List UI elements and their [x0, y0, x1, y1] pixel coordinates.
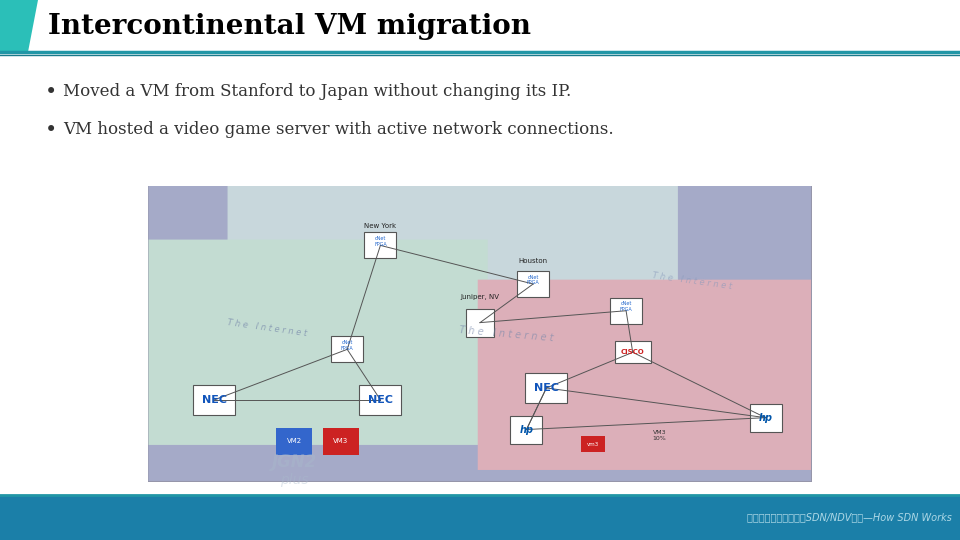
Text: T h e   I n t e r n e t: T h e I n t e r n e t	[459, 326, 554, 343]
Text: vm3: vm3	[587, 442, 599, 447]
Bar	[614, 341, 651, 363]
Bar	[466, 309, 494, 336]
Bar	[517, 271, 549, 297]
Text: hp: hp	[758, 413, 773, 423]
Text: VM hosted a video game server with active network connections.: VM hosted a video game server with activ…	[63, 122, 613, 138]
Text: plus: plus	[279, 473, 308, 487]
Bar	[365, 232, 396, 259]
Text: VM2: VM2	[286, 438, 301, 444]
Text: Moved a VM from Stanford to Japan without changing its IP.: Moved a VM from Stanford to Japan withou…	[63, 84, 571, 100]
Text: JGN2: JGN2	[272, 453, 317, 471]
Text: cNet
FPGA: cNet FPGA	[341, 340, 353, 351]
Bar	[511, 416, 542, 443]
Text: T h e   I n t e r n e t: T h e I n t e r n e t	[228, 319, 308, 339]
Text: NEC: NEC	[368, 395, 393, 405]
Bar	[0, 495, 960, 540]
Polygon shape	[0, 0, 38, 52]
Text: hp: hp	[519, 424, 534, 435]
Bar	[359, 385, 401, 415]
Text: New York: New York	[365, 222, 396, 228]
Text: •: •	[45, 120, 58, 140]
Text: Houston: Houston	[518, 258, 548, 264]
Text: VM3
10%: VM3 10%	[653, 430, 666, 441]
Text: NEC: NEC	[202, 395, 227, 405]
Text: 資料來源：蔡志儲教授SDN/NDV教材—How SDN Works: 資料來源：蔡志儲教授SDN/NDV教材—How SDN Works	[747, 512, 952, 523]
Text: T h e   I n t e r n e t: T h e I n t e r n e t	[652, 271, 732, 291]
Text: cNet
FPGA: cNet FPGA	[374, 236, 387, 247]
Text: cNet
FPGA: cNet FPGA	[527, 275, 540, 286]
Text: NEC: NEC	[534, 383, 559, 393]
Text: Juniper, NV: Juniper, NV	[461, 294, 499, 300]
Bar	[525, 373, 567, 403]
Text: CISCO: CISCO	[621, 349, 644, 355]
Bar	[750, 404, 781, 431]
Bar	[331, 336, 363, 362]
Bar	[193, 385, 235, 415]
Text: VM3: VM3	[333, 438, 348, 444]
Text: cNet
FPGA: cNet FPGA	[620, 301, 633, 312]
Text: Intercontinental VM migration: Intercontinental VM migration	[48, 12, 531, 39]
Text: •: •	[45, 82, 58, 102]
Bar	[611, 298, 642, 324]
